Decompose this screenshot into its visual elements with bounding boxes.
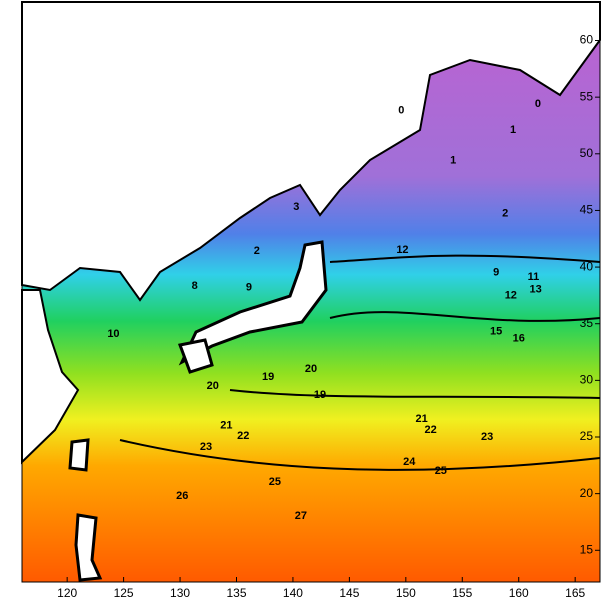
contour-label: 2 xyxy=(254,245,260,257)
contour-label: 22 xyxy=(425,424,437,436)
contour-label: 0 xyxy=(398,105,404,117)
x-tick-label: 125 xyxy=(114,586,134,600)
contour-label: 19 xyxy=(262,371,274,383)
y-tick-label: 30 xyxy=(580,373,594,387)
x-tick-label: 150 xyxy=(396,586,416,600)
contour-label: 9 xyxy=(493,267,499,279)
x-tick-label: 140 xyxy=(283,586,303,600)
x-tick-label: 135 xyxy=(226,586,246,600)
contour-label: 23 xyxy=(200,441,212,453)
taiwan xyxy=(68,438,90,472)
x-tick-label: 145 xyxy=(339,586,359,600)
contour-label: 22 xyxy=(237,430,249,442)
x-tick-label: 120 xyxy=(57,586,77,600)
contour-label: 11 xyxy=(528,271,540,283)
contour-label: 16 xyxy=(513,332,525,344)
land xyxy=(21,1,601,302)
contour-label: 9 xyxy=(246,281,252,293)
contour-label: 8 xyxy=(192,280,198,292)
y-tick-label: 55 xyxy=(580,89,594,103)
contour-label: 12 xyxy=(505,289,517,301)
contour-label: 26 xyxy=(176,490,188,502)
x-tick-label: 155 xyxy=(452,586,472,600)
contour-label: 12 xyxy=(396,244,408,256)
contour-line xyxy=(119,254,601,471)
contour-label: 21 xyxy=(220,420,232,432)
contour-label: 1 xyxy=(450,155,456,167)
contour-label: 10 xyxy=(107,328,119,340)
contour-label: 3 xyxy=(293,201,299,213)
contour-label: 2 xyxy=(502,208,508,220)
x-tick-label: 165 xyxy=(565,586,585,600)
y-tick-label: 20 xyxy=(580,486,594,500)
korea xyxy=(177,338,214,374)
x-tick-label: 130 xyxy=(170,586,190,600)
x-tick-label: 160 xyxy=(509,586,529,600)
y-tick-label: 35 xyxy=(580,316,594,330)
land xyxy=(21,289,80,465)
y-tick-label: 60 xyxy=(580,33,594,47)
contour-label: 20 xyxy=(305,363,317,375)
y-tick-label: 40 xyxy=(580,259,594,273)
contour-label: 25 xyxy=(435,465,447,477)
philippines xyxy=(74,513,103,582)
y-tick-label: 15 xyxy=(580,542,594,556)
contour-label: 15 xyxy=(490,326,502,338)
contour-label: 21 xyxy=(416,413,428,425)
y-tick-label: 45 xyxy=(580,203,594,217)
contour-label: 23 xyxy=(481,431,493,443)
contour-label: 25 xyxy=(269,476,281,488)
contour-label: 19 xyxy=(314,389,326,401)
y-tick-label: 50 xyxy=(580,146,594,160)
plot-frame xyxy=(21,1,601,583)
contour-label: 1 xyxy=(510,124,516,136)
contour-label: 13 xyxy=(530,284,542,296)
contour-label: 24 xyxy=(403,456,416,468)
contour-label: 0 xyxy=(535,98,541,110)
contour-label: 27 xyxy=(295,510,307,522)
y-tick-label: 25 xyxy=(580,429,594,443)
contour-label: 20 xyxy=(207,380,219,392)
